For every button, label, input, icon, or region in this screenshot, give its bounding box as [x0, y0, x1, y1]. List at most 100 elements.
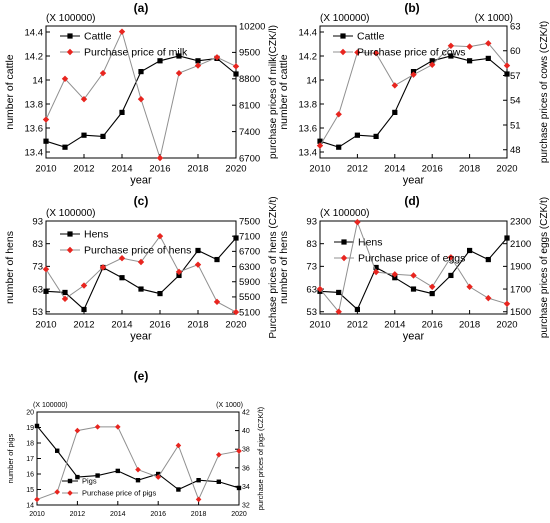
data-point-square: [429, 290, 435, 297]
x-tick-label: 2014: [384, 320, 405, 331]
y2-tick-label: 42: [242, 409, 250, 416]
y2-tick-label: 7100: [239, 232, 260, 243]
y-tick-label: 16: [26, 471, 34, 478]
y-tick-label: 93: [32, 216, 43, 227]
data-point-diamond: [61, 75, 69, 82]
y2-tick-label: 2300: [510, 216, 531, 227]
data-point-diamond: [99, 264, 107, 271]
y2-tick-label: 48: [510, 145, 521, 156]
y2-tick-label: 2100: [510, 239, 531, 250]
y2-axis-multiplier: (X 1000): [216, 402, 243, 409]
y2-axis-label: Purchase prices of hens (CZK/t): [268, 196, 279, 338]
plot-frame: [45, 25, 237, 159]
legend-label: Cattle: [84, 31, 112, 43]
panel-label: (e): [134, 369, 149, 383]
x-tick-label: 2018: [459, 320, 480, 331]
x-tick-label: 2010: [309, 164, 330, 175]
legend-label: Pigs: [82, 477, 97, 486]
data-point-diamond: [175, 69, 183, 77]
y-tick-label: 83: [306, 239, 317, 250]
plot-frame: [319, 25, 508, 159]
x-tick-label: 2018: [191, 511, 207, 518]
data-point-diamond: [372, 50, 380, 57]
chart-panel-e: (e)201020122014201620182020year141516171…: [6, 369, 265, 523]
y2-axis-label: purchase prices of cows (CZK/t): [539, 21, 550, 163]
data-point-square: [176, 487, 181, 492]
y2-tick-label: 32: [242, 502, 250, 509]
data-point-square: [196, 478, 201, 483]
data-point-diamond: [429, 61, 436, 68]
y-tick-label: 14.4: [299, 27, 318, 38]
x-tick-label: 2018: [459, 164, 480, 175]
x-tick-label: 2012: [70, 511, 86, 518]
chart-panel-a: (a) 2010 2012 2014 2016 2018 2020 year 13.4 13.6 1…: [4, 1, 279, 187]
panel-label: (c): [134, 194, 149, 208]
legend-label: Hens: [358, 237, 383, 249]
y2-tick-label: 7500: [239, 216, 260, 227]
y-tick-label: 13.4: [25, 147, 44, 158]
x-tick-label: 2014: [110, 511, 126, 518]
y2-tick-label: 36: [242, 465, 250, 472]
y-tick-label: 13.8: [25, 99, 44, 110]
x-axis-label: year: [130, 521, 146, 523]
data-point-square: [233, 235, 239, 241]
data-point-square: [504, 71, 510, 77]
x-tick-label: 2016: [149, 320, 170, 331]
legend-marker-diamond: [340, 254, 348, 262]
data-point-diamond: [447, 254, 455, 261]
y-axis-label: number of cattle: [278, 54, 290, 129]
y2-tick-label: 34: [242, 484, 250, 491]
data-point-square: [135, 478, 141, 483]
panel-label: (a): [134, 1, 149, 15]
y-axis-multiplier: (X 100000): [320, 13, 369, 24]
data-point-square: [216, 479, 221, 484]
data-point-diamond: [194, 62, 202, 69]
data-point-square: [467, 247, 473, 254]
data-point-square: [504, 235, 510, 241]
data-point-square: [81, 306, 87, 313]
legend-label: Cattle: [357, 31, 385, 43]
data-point-diamond: [135, 466, 141, 473]
y-tick-label: 53: [306, 307, 317, 318]
data-point-diamond: [175, 442, 182, 449]
data-point-diamond: [34, 496, 40, 503]
data-point-square: [233, 71, 239, 77]
legend-label: Hens: [84, 229, 109, 241]
x-tick-label: 2016: [149, 164, 170, 175]
legend-label: Purchase price of milk: [84, 47, 188, 59]
y-axis-label: number of pigs: [6, 433, 15, 483]
x-tick-label: 2020: [225, 320, 246, 331]
series-line-price: [319, 220, 508, 313]
legend-marker-diamond: [66, 48, 74, 56]
data-point-square: [373, 133, 379, 139]
y-tick-label: 73: [306, 262, 317, 273]
data-point-square: [43, 288, 49, 294]
y-tick-label: 14: [32, 75, 43, 86]
data-point-diamond: [80, 95, 88, 103]
legend-marker-square: [341, 239, 347, 245]
data-point-diamond: [232, 308, 240, 316]
y-axis-multiplier: (X 100000): [46, 208, 95, 219]
y2-axis-label: purchase prices of eggs (CZK/t): [539, 197, 550, 338]
y2-tick-label: 10200: [239, 21, 265, 32]
x-tick-label: 2014: [111, 320, 132, 331]
y2-tick-label: 8800: [239, 74, 260, 85]
data-point-diamond: [99, 69, 107, 77]
x-axis-label: year: [130, 331, 152, 343]
legend-marker-diamond: [67, 490, 73, 496]
data-point-square: [354, 132, 360, 138]
data-point-square: [448, 272, 454, 279]
y-tick-label: 53: [32, 307, 43, 318]
data-point-diamond: [80, 282, 88, 289]
y-axis-multiplier: (X 100000): [33, 402, 68, 409]
y2-tick-label: 54: [510, 96, 521, 107]
data-point-diamond: [213, 54, 221, 61]
data-point-square: [336, 144, 342, 150]
x-tick-label: 2020: [231, 511, 247, 518]
y2-tick-label: 7400: [239, 127, 260, 138]
data-point-square: [485, 256, 491, 263]
data-point-diamond: [74, 427, 81, 434]
y-axis-label: number of hens: [278, 231, 290, 304]
x-tick-label: 2010: [309, 320, 330, 331]
